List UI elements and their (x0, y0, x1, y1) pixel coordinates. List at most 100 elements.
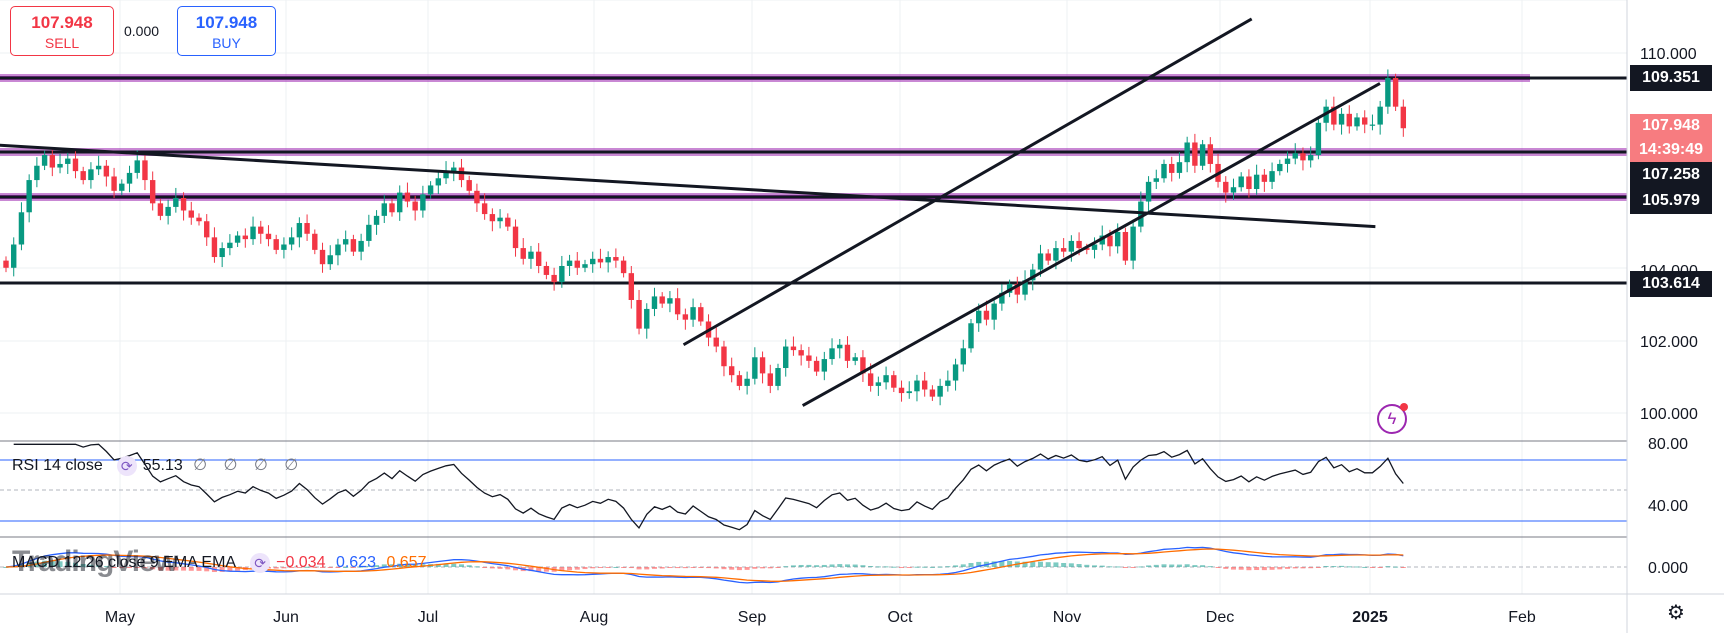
gear-icon[interactable]: ⚙ (1667, 602, 1685, 624)
candle-body (1223, 181, 1229, 193)
macd-hist-bar (775, 567, 781, 568)
macd-hist-bar (844, 564, 850, 567)
y-tick-label: 102.000 (1640, 334, 1698, 351)
macd-line-value: 0.623 (335, 554, 376, 572)
macd-legend[interactable]: MACD 12 26 close 9 EMA EMA ⟳ −0.034 0.623 … (12, 553, 432, 573)
x-tick-label: Feb (1508, 609, 1536, 626)
macd-hist-bar (451, 563, 457, 567)
macd-hist-bar (729, 567, 735, 570)
candle-body (1068, 240, 1075, 252)
macd-hist-bar (613, 566, 619, 568)
macd-hist-bar (1045, 562, 1051, 567)
macd-hist-bar (358, 566, 364, 568)
macd-hist-bar (1099, 565, 1105, 567)
macd-hist-bar (651, 567, 657, 569)
macd-hist-bar (736, 567, 742, 571)
macd-hist-bar (945, 566, 951, 568)
macd-hist-bar (119, 567, 125, 568)
candle-body (613, 257, 619, 261)
macd-hist-bar (458, 564, 464, 567)
macd-hist-bar (1308, 567, 1314, 569)
candle-body (767, 373, 773, 386)
candle-body (281, 244, 287, 250)
candle-body (26, 180, 32, 213)
macd-hist-bar (837, 564, 843, 567)
macd-hist-bar (814, 565, 820, 567)
macd-hist-bar (1122, 567, 1128, 568)
macd-hist-bar (1200, 565, 1206, 567)
price-tag-103-614: 103.614 (1630, 271, 1712, 297)
candle-body (829, 348, 835, 360)
candle-body (57, 163, 63, 168)
rsi-label: RSI 14 close (12, 457, 103, 474)
price-tag-105-979: 105.979 (1630, 188, 1712, 214)
macd-label: MACD 12 26 close 9 EMA EMA (12, 554, 237, 572)
candle-body (566, 260, 573, 266)
candle-body (590, 258, 596, 265)
macd-hist-bar (1339, 565, 1345, 567)
candle-body (798, 350, 804, 356)
candle-body (636, 299, 642, 329)
macd-hist-bar (528, 567, 534, 572)
macd-hist-bar (1393, 566, 1399, 568)
macd-hist-bar (790, 565, 796, 567)
macd-hist-bar (412, 564, 418, 567)
candle-body (242, 235, 249, 240)
candle-body (659, 296, 665, 304)
macd-hist-bar (72, 562, 78, 567)
candle-body (1084, 248, 1090, 250)
macd-hist-bar (1092, 565, 1098, 567)
candle-body (1253, 174, 1260, 190)
refresh-icon[interactable]: ⟳ (250, 553, 271, 573)
sell-button[interactable]: 107.948 SELL (10, 6, 114, 56)
macd-hist-bar (273, 567, 279, 569)
price-tag-107-258: 107.258 (1630, 162, 1712, 188)
candle-body (173, 197, 179, 207)
candle-body (597, 258, 604, 263)
candle-body (1246, 176, 1252, 190)
horizontal-levels (0, 74, 1627, 285)
candle-body (134, 160, 140, 173)
candle-body (420, 194, 426, 211)
macd-hist-bar (103, 566, 109, 568)
rsi-value: 55.13 (142, 457, 183, 474)
candle-body (736, 375, 743, 386)
lightning-icon[interactable]: ϟ (1377, 404, 1407, 434)
macd-hist-bar (713, 567, 719, 569)
macd-hist-bar (1223, 567, 1229, 569)
candle-body (528, 251, 534, 259)
macd-hist-bar (636, 567, 642, 570)
macd-signal-value: 0.657 (386, 554, 427, 572)
candle-body (960, 348, 966, 365)
macd-hist-bar (567, 567, 573, 571)
candle-body (1277, 163, 1283, 172)
macd-hist-bar (1292, 567, 1298, 569)
candle-body (18, 212, 25, 245)
macd-hist-bar (374, 565, 380, 567)
candle-body (1315, 122, 1322, 156)
rsi-zeros: ∅ ∅ ∅ ∅ (193, 457, 305, 474)
macd-hist-bar (42, 560, 48, 567)
macd-hist-bar (127, 567, 133, 568)
candle-body (1030, 269, 1036, 281)
candle-body (667, 298, 673, 304)
macd-hist-bar (150, 567, 156, 570)
candle-body (1307, 155, 1314, 161)
macd-hist-bar (57, 561, 63, 567)
macd-hist-bar (350, 567, 356, 568)
macd-hist-bar (381, 564, 387, 567)
candle-body (713, 337, 719, 347)
refresh-icon[interactable]: ⟳ (116, 455, 137, 476)
trendline-channel-upper (682, 17, 1253, 347)
candle-body (1045, 253, 1051, 261)
buy-button[interactable]: 107.948 BUY (177, 6, 276, 56)
x-tick-label: 2025 (1352, 609, 1388, 626)
candle-body (582, 264, 588, 268)
y-tick-label: 100.000 (1640, 406, 1698, 423)
macd-hist-bar (999, 561, 1005, 567)
macd-hist-bar (474, 566, 480, 568)
macd-hist-bar (1030, 561, 1036, 567)
rsi-legend[interactable]: RSI 14 close ⟳ 55.13 ∅ ∅ ∅ ∅ (12, 455, 310, 476)
candle-body (1145, 181, 1152, 202)
